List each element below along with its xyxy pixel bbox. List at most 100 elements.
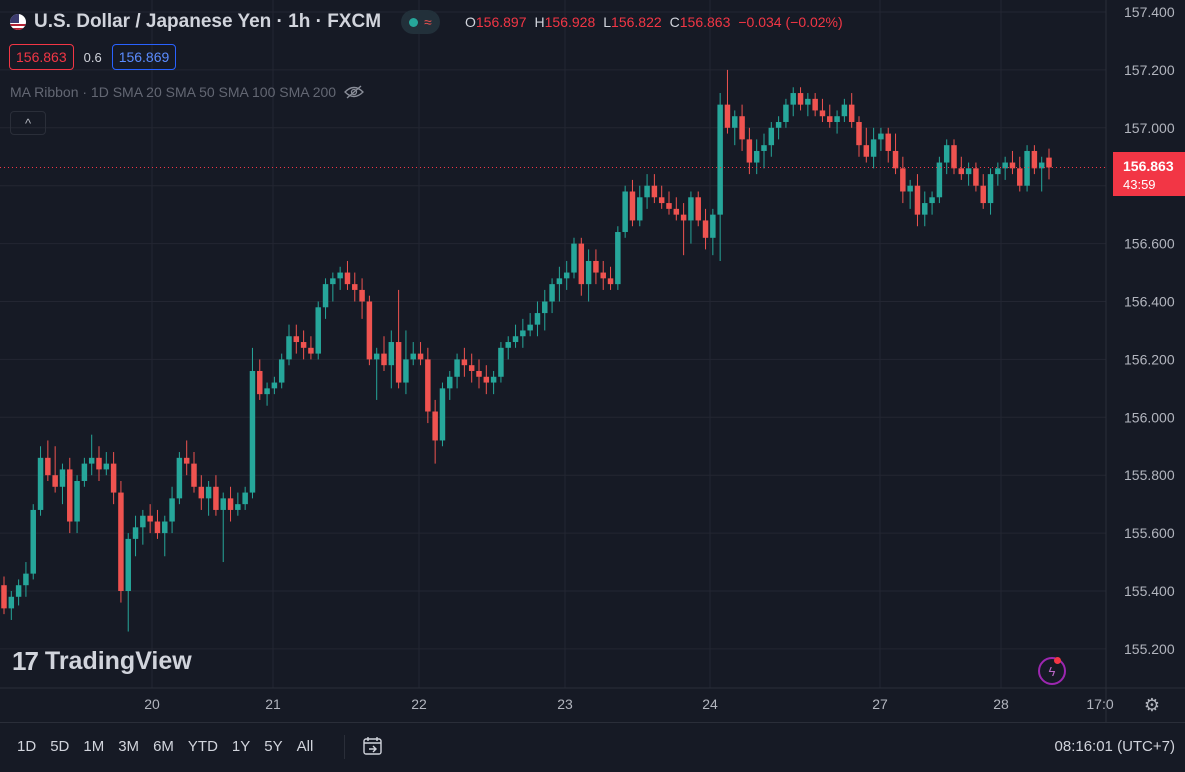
candle-body bbox=[732, 116, 738, 128]
candle bbox=[30, 504, 36, 580]
candle bbox=[688, 191, 694, 244]
range-button-5d[interactable]: 5D bbox=[50, 738, 70, 755]
price-axis-background[interactable] bbox=[1106, 0, 1185, 688]
gear-icon[interactable]: ⚙ bbox=[1143, 694, 1161, 715]
price-tick-label: 156.400 bbox=[1124, 294, 1175, 310]
candle bbox=[23, 562, 29, 597]
candle bbox=[856, 116, 862, 157]
candle bbox=[88, 434, 95, 476]
candle bbox=[264, 382, 270, 406]
candle-body bbox=[841, 104, 848, 117]
candle-body bbox=[461, 359, 468, 366]
candle bbox=[1038, 156, 1045, 192]
bottom-toolbar: 1D 5D 1M 3M 6M YTD 1Y 5Y All 08:16:01 (UTC+7) bbox=[0, 722, 1185, 772]
candle-body bbox=[132, 527, 139, 539]
symbol-title[interactable]: U.S. Dollar / Japanese Yen · 1h · FXCM bbox=[34, 11, 382, 32]
range-button-all[interactable]: All bbox=[296, 738, 314, 755]
candle-body bbox=[191, 463, 197, 487]
candle-body bbox=[870, 139, 877, 157]
candle-body bbox=[45, 457, 51, 476]
range-button-3m[interactable]: 3M bbox=[118, 738, 140, 755]
candle bbox=[1046, 148, 1052, 180]
candle-body bbox=[629, 191, 636, 221]
candle bbox=[600, 260, 606, 290]
time-tick-label: 21 bbox=[265, 696, 281, 712]
collapse-legend-button[interactable]: ^ bbox=[10, 111, 46, 135]
session-clock[interactable]: 08:16:01 (UTC+7) bbox=[1054, 738, 1175, 755]
candle-body bbox=[1002, 162, 1008, 169]
range-button-5y[interactable]: 5Y bbox=[264, 738, 283, 755]
candle-body bbox=[23, 573, 29, 586]
candle-body bbox=[67, 469, 73, 522]
candle bbox=[929, 191, 935, 215]
bolt-icon[interactable]: ϟ bbox=[1038, 657, 1066, 685]
candle bbox=[563, 260, 570, 290]
candle bbox=[615, 226, 621, 290]
ohlc-values: O156.897 H156.928 L156.822 C156.863 −0.0… bbox=[465, 14, 843, 30]
candle bbox=[118, 480, 124, 603]
candle-body bbox=[900, 168, 906, 192]
candle bbox=[863, 127, 870, 163]
buy-button[interactable]: 156.869 bbox=[111, 44, 177, 70]
candle-body bbox=[658, 197, 665, 204]
candle bbox=[461, 347, 468, 377]
sell-button[interactable]: 156.863 bbox=[9, 44, 74, 70]
candle-body bbox=[739, 116, 745, 140]
candle bbox=[191, 452, 197, 493]
candle-body bbox=[717, 104, 723, 215]
candle bbox=[717, 93, 723, 261]
candle bbox=[176, 452, 183, 505]
candle-body bbox=[980, 185, 986, 204]
candle-body bbox=[520, 330, 526, 337]
candle-body bbox=[176, 457, 183, 499]
candle bbox=[753, 139, 760, 175]
candle-body bbox=[819, 110, 826, 117]
close-value: 156.863 bbox=[679, 14, 731, 30]
candle-body bbox=[951, 145, 957, 169]
candle-body bbox=[140, 515, 146, 528]
candle-body bbox=[278, 359, 285, 383]
candle bbox=[527, 313, 533, 337]
candle bbox=[680, 203, 687, 256]
price-tick-label: 156.200 bbox=[1124, 351, 1175, 367]
candle-body bbox=[125, 538, 131, 591]
candle bbox=[658, 185, 665, 209]
candle-body bbox=[542, 301, 548, 314]
candlestick-chart[interactable]: 157.400157.200157.000156.800156.600156.4… bbox=[0, 0, 1185, 722]
candle-body bbox=[352, 284, 358, 290]
range-button-1y[interactable]: 1Y bbox=[231, 738, 251, 755]
candle bbox=[52, 446, 58, 493]
range-button-ytd[interactable]: YTD bbox=[187, 738, 218, 755]
candle-body bbox=[680, 214, 687, 221]
tradingview-wordmark: TradingView bbox=[44, 647, 192, 675]
range-button-6m[interactable]: 6M bbox=[153, 738, 174, 755]
market-status-pill[interactable]: ≈ bbox=[401, 10, 440, 34]
candle-body bbox=[856, 122, 862, 146]
candle bbox=[162, 515, 168, 557]
indicator-legend[interactable]: MA Ribbon · 1D SMA 20 SMA 50 SMA 100 SMA… bbox=[10, 84, 364, 100]
candle bbox=[834, 110, 840, 134]
candle-body bbox=[666, 203, 672, 209]
candle bbox=[205, 480, 212, 516]
range-button-1m[interactable]: 1M bbox=[83, 738, 105, 755]
candle bbox=[943, 139, 950, 175]
candle bbox=[848, 93, 855, 128]
spread-value: 0.6 bbox=[83, 49, 102, 65]
candle bbox=[1024, 145, 1030, 192]
eye-off-icon[interactable] bbox=[344, 85, 364, 99]
candle bbox=[819, 98, 826, 123]
price-tick-label: 157.000 bbox=[1124, 120, 1175, 136]
range-button-1d[interactable]: 1D bbox=[17, 738, 37, 755]
candle-body bbox=[293, 336, 300, 343]
candle-body bbox=[227, 498, 234, 510]
candle bbox=[790, 87, 796, 117]
candle bbox=[987, 168, 994, 215]
candle bbox=[198, 475, 205, 510]
calendar-range-icon[interactable] bbox=[362, 735, 384, 757]
tradingview-logo[interactable]: 17 TradingView bbox=[12, 646, 192, 677]
candle bbox=[330, 272, 336, 302]
candle bbox=[417, 342, 424, 366]
price-tick-label: 155.200 bbox=[1124, 641, 1175, 657]
candle bbox=[775, 116, 782, 140]
candle-body bbox=[147, 515, 153, 522]
